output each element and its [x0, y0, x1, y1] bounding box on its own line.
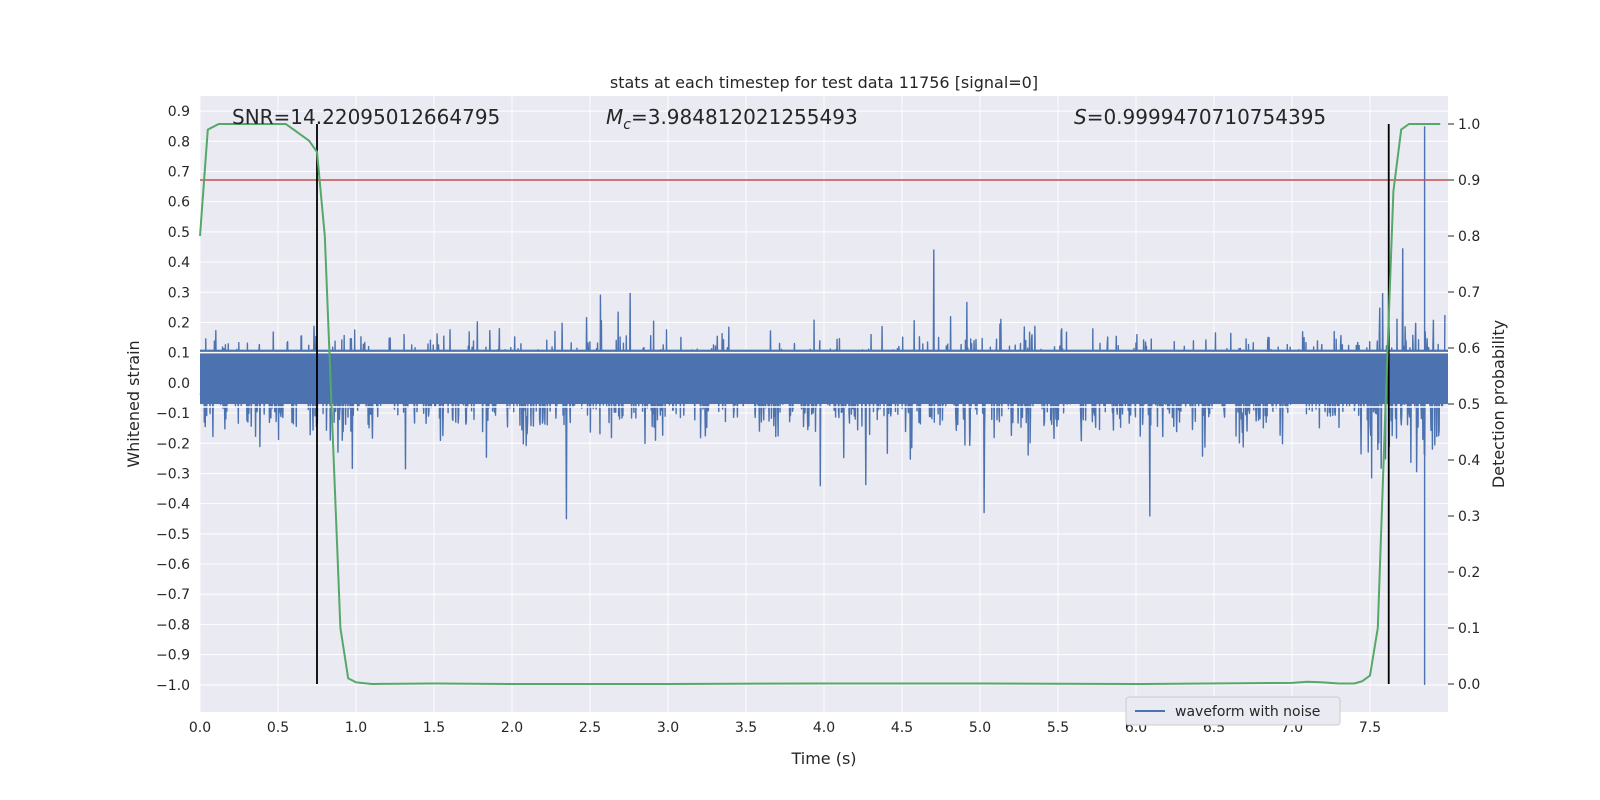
y-axis-label: Whitened strain [124, 340, 143, 467]
y-tick-label: −0.5 [156, 527, 190, 543]
mc-symbol: M [606, 105, 623, 129]
x-tick-label: 4.5 [891, 720, 913, 736]
y-tick-label: 0.8 [168, 134, 190, 150]
y2-tick-label: 0.6 [1458, 341, 1480, 357]
legend-label-noise: waveform with noise [1175, 704, 1320, 720]
snr-annotation: SNR=14.22095012664795 [232, 105, 500, 129]
y2-tick-label: 0.3 [1458, 509, 1480, 525]
y2-tick-label: 0.4 [1458, 453, 1480, 469]
y-tick-label: −0.6 [156, 557, 190, 573]
y-tick-label: −0.9 [156, 648, 190, 664]
y-tick-label: −0.2 [156, 436, 190, 452]
x-tick-label: 3.5 [735, 720, 757, 736]
y2-axis-label: Detection probability [1489, 320, 1508, 488]
y2-ticks: 1.0 0.9 0.8 0.7 0.6 0.5 0.4 0.3 0.2 0.1 0.0 [1448, 117, 1480, 693]
x-tick-label: 0.0 [189, 720, 211, 736]
x-tick-label: 0.5 [267, 720, 289, 736]
y-tick-label: −0.3 [156, 466, 190, 482]
y-tick-label: 0.3 [168, 285, 190, 301]
y-tick-label: 0.4 [168, 255, 190, 271]
y-tick-label: −1.0 [156, 678, 190, 694]
s-annotation: S=0.9999470710754395 [1074, 105, 1326, 129]
legend-box [1125, 696, 1341, 726]
x-tick-label: 1.5 [423, 720, 445, 736]
x-tick-label: 4.0 [813, 720, 835, 736]
y-tick-label: 0.9 [168, 104, 190, 120]
y-tick-label: 0.6 [168, 195, 190, 211]
chart-title: stats at each timestep for test data 117… [610, 73, 1038, 92]
probability-line [199, 123, 1441, 686]
y2-tick-label: 0.8 [1458, 229, 1480, 245]
x-tick-label: 1.0 [345, 720, 367, 736]
y2-tick-label: 0.0 [1458, 677, 1480, 693]
y-tick-label: 0.5 [168, 225, 190, 241]
mc-annotation: Mc=3.984812021255493 [606, 105, 858, 133]
mc-subscript: c [623, 117, 631, 133]
mc-value: =3.984812021255493 [631, 105, 858, 129]
s-value: =0.9999470710754395 [1087, 105, 1326, 129]
noise-series [199, 126, 1448, 685]
x-tick-label: 3.0 [657, 720, 679, 736]
s-symbol: S [1074, 105, 1087, 129]
y-tick-label: −0.8 [156, 617, 190, 633]
x-tick-label: 2.5 [579, 720, 601, 736]
y-tick-label: 0.1 [168, 346, 190, 362]
y-tick-label: −0.4 [156, 497, 190, 513]
y2-tick-label: 0.1 [1458, 621, 1480, 637]
y2-tick-label: 0.9 [1458, 173, 1480, 189]
y2-tick-label: 0.2 [1458, 565, 1480, 581]
x-tick-label: 5.5 [1047, 720, 1069, 736]
x-axis-label: Time (s) [790, 749, 856, 768]
y-tick-label: −0.1 [156, 406, 190, 422]
y-tick-label: 0.0 [168, 376, 190, 392]
x-tick-label: 5.0 [969, 720, 991, 736]
overlay-lines [199, 123, 1448, 686]
noise-core-band [200, 349, 1448, 404]
legend: waveform with noise [1125, 696, 1341, 726]
y2-tick-label: 0.5 [1458, 397, 1480, 413]
y-tick-label: 0.7 [168, 164, 190, 180]
y-tick-label: −0.7 [156, 587, 190, 603]
x-tick-label: 2.0 [501, 720, 523, 736]
y-ticks: 0.9 0.8 0.7 0.6 0.5 0.4 0.3 0.2 0.1 0.0 −0.1 −0.2 −0… [156, 104, 190, 694]
x-tick-label: 7.5 [1359, 720, 1381, 736]
y-tick-label: 0.2 [168, 315, 190, 331]
y2-tick-label: 0.7 [1458, 285, 1480, 301]
y2-tick-label: 1.0 [1458, 117, 1480, 133]
